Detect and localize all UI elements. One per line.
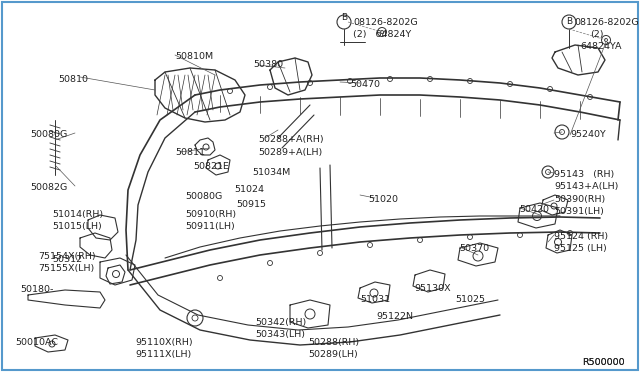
- Text: 50289(LH): 50289(LH): [308, 350, 358, 359]
- Text: 95110X(RH): 95110X(RH): [135, 338, 193, 347]
- Text: 95125 (LH): 95125 (LH): [554, 244, 607, 253]
- Text: 50342(RH): 50342(RH): [255, 318, 307, 327]
- Text: (2): (2): [590, 30, 604, 39]
- Text: 50080G: 50080G: [30, 130, 67, 139]
- Text: 50082G: 50082G: [30, 183, 67, 192]
- Text: 51020: 51020: [368, 195, 398, 204]
- Text: B: B: [566, 17, 572, 26]
- Text: 50911(LH): 50911(LH): [185, 222, 235, 231]
- Text: 50470: 50470: [350, 80, 380, 89]
- Text: B: B: [341, 13, 347, 22]
- Text: 50915: 50915: [236, 200, 266, 209]
- Text: 50380: 50380: [253, 60, 283, 69]
- Text: 95240Y: 95240Y: [570, 130, 605, 139]
- Text: 50010AC: 50010AC: [15, 338, 58, 347]
- Text: 95130X: 95130X: [414, 284, 451, 293]
- Text: 50080G: 50080G: [185, 192, 222, 201]
- Text: 51024: 51024: [234, 185, 264, 194]
- Text: 50811: 50811: [175, 148, 205, 157]
- Text: 95124 (RH): 95124 (RH): [554, 232, 608, 241]
- Text: 50390(RH): 50390(RH): [554, 195, 605, 204]
- Text: 50910(RH): 50910(RH): [185, 210, 236, 219]
- Text: 95143   (RH): 95143 (RH): [554, 170, 614, 179]
- Text: 95122N: 95122N: [376, 312, 413, 321]
- Text: 08126-8202G: 08126-8202G: [353, 18, 418, 27]
- Text: 50343(LH): 50343(LH): [255, 330, 305, 339]
- Text: 50810: 50810: [58, 75, 88, 84]
- Text: 51034M: 51034M: [252, 168, 291, 177]
- Text: 50391(LH): 50391(LH): [554, 207, 604, 216]
- Text: 50180-: 50180-: [20, 285, 53, 294]
- Text: 75154X(RH): 75154X(RH): [38, 252, 95, 261]
- Text: R500000: R500000: [582, 358, 625, 367]
- Text: (2)   64824Y: (2) 64824Y: [353, 30, 412, 39]
- Text: 08126-8202G: 08126-8202G: [574, 18, 639, 27]
- Text: 51025: 51025: [455, 295, 485, 304]
- Text: 50312: 50312: [52, 255, 82, 264]
- Text: 50821E: 50821E: [193, 162, 229, 171]
- Text: 50289+A(LH): 50289+A(LH): [258, 148, 323, 157]
- Text: 51015(LH): 51015(LH): [52, 222, 102, 231]
- Text: 51014(RH): 51014(RH): [52, 210, 103, 219]
- Text: 51031: 51031: [360, 295, 390, 304]
- Text: R500000: R500000: [582, 358, 625, 367]
- Text: 75155X(LH): 75155X(LH): [38, 264, 94, 273]
- Text: 64824YA: 64824YA: [580, 42, 621, 51]
- Text: 50370: 50370: [459, 244, 489, 253]
- Text: 50288+A(RH): 50288+A(RH): [258, 135, 324, 144]
- Text: 95111X(LH): 95111X(LH): [135, 350, 191, 359]
- Text: 95143+A(LH): 95143+A(LH): [554, 182, 618, 191]
- Text: 50420: 50420: [519, 205, 549, 214]
- Text: 50288(RH): 50288(RH): [308, 338, 359, 347]
- Text: 50810M: 50810M: [175, 52, 213, 61]
